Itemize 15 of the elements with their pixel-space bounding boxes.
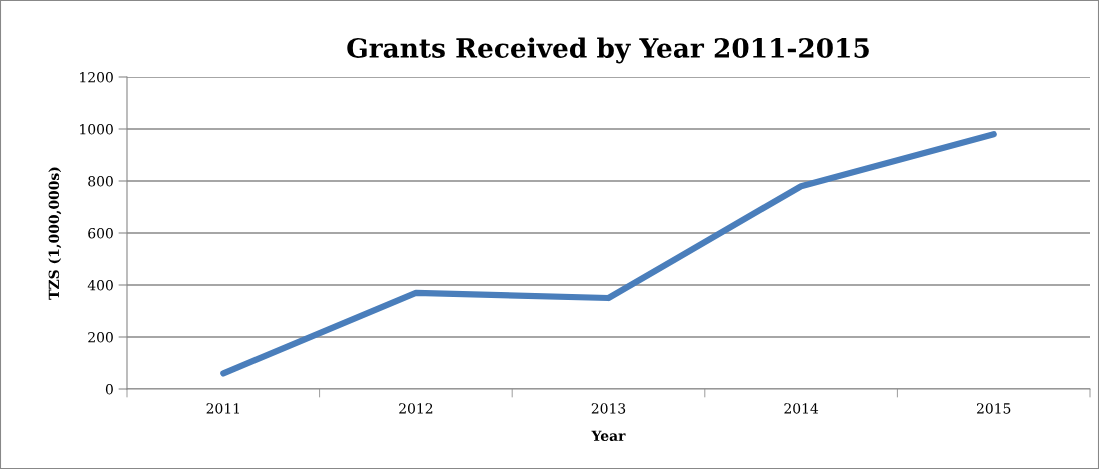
y-tick-label: 200 — [88, 331, 113, 343]
chart-title: Grants Received by Year 2011-2015 — [347, 37, 869, 64]
y-tick-label: 1200 — [80, 71, 113, 83]
x-tick-label: 2013 — [591, 403, 626, 414]
y-tick-label: 600 — [88, 227, 113, 239]
x-tick-label: 2015 — [976, 403, 1011, 414]
y-tick-label: 0 — [105, 383, 113, 395]
x-axis-title: Year — [591, 430, 626, 441]
x-tick-label: 2011 — [206, 403, 239, 414]
y-tick-label: 400 — [87, 279, 113, 291]
x-tick-label: 2012 — [399, 403, 433, 414]
y-tick-label: 1000 — [80, 123, 113, 135]
x-tick-label: 2014 — [784, 403, 819, 414]
y-tick-label: 800 — [88, 175, 113, 187]
y-axis-title: TZS (1,000,000s) — [48, 167, 62, 300]
